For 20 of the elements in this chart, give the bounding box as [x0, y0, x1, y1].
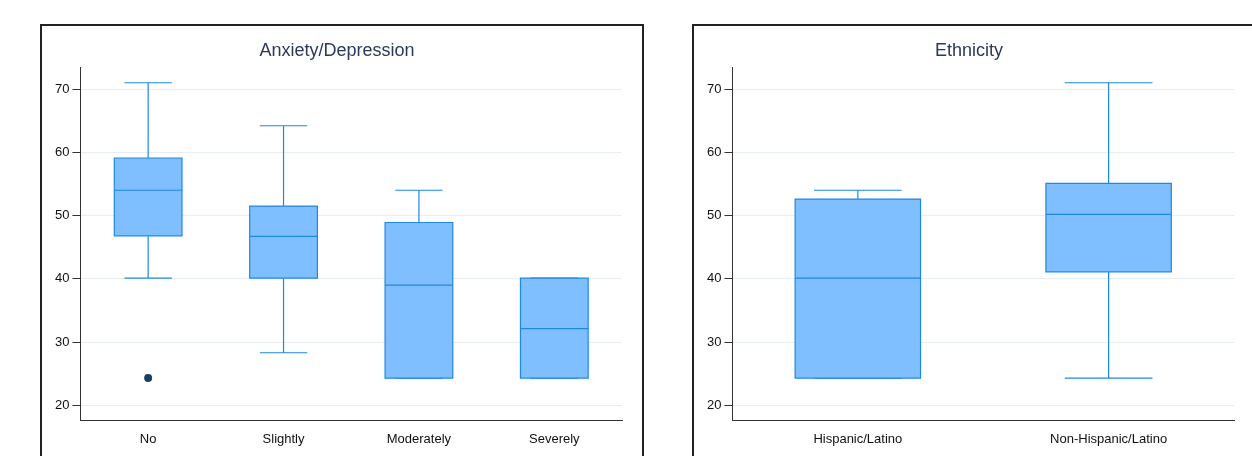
- x-tick-label: Slightly: [262, 430, 305, 446]
- y-tick-label: 20: [54, 396, 70, 412]
- chart-title: Ethnicity: [934, 39, 1004, 60]
- x-tick-label: Hispanic/Latino: [813, 430, 903, 446]
- x-tick-label: Severely: [529, 430, 581, 446]
- y-tick-label: 60: [706, 143, 722, 159]
- chart-title: Anxiety/Depression: [259, 39, 415, 60]
- x-tick-label: Non-Hispanic/Latino: [1050, 430, 1168, 446]
- y-tick-label: 30: [54, 333, 70, 349]
- y-tick-label: 20: [706, 396, 722, 412]
- y-tick-label: 50: [706, 207, 722, 223]
- y-tick-label: 70: [54, 80, 70, 96]
- y-tick-label: 40: [54, 270, 70, 286]
- y-tick-label: 50: [54, 207, 70, 223]
- y-tick-label: 30: [706, 333, 722, 349]
- y-tick-label: 70: [706, 80, 722, 96]
- x-tick-label: Moderately: [386, 430, 452, 446]
- x-tick-label: No: [139, 430, 157, 446]
- y-tick-label: 60: [54, 143, 70, 159]
- y-tick-label: 40: [706, 270, 722, 286]
